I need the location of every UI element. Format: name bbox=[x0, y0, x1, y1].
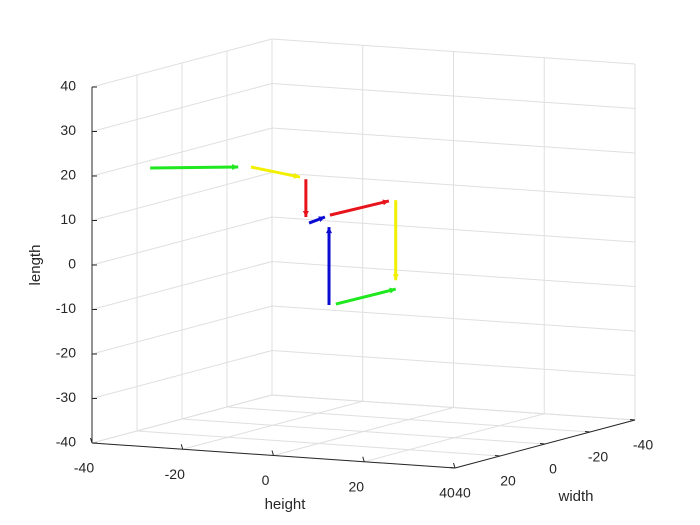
arrow bbox=[326, 227, 333, 305]
grid-line bbox=[271, 394, 636, 421]
z-tick-label: -20 bbox=[56, 345, 76, 361]
arrow-shaft bbox=[250, 165, 301, 179]
grid-line bbox=[136, 430, 501, 457]
arrow bbox=[302, 179, 309, 218]
y-tick-label: 0 bbox=[549, 461, 557, 477]
grid-line bbox=[271, 305, 636, 332]
grid-line bbox=[271, 172, 636, 198]
x-tick-label: 40 bbox=[439, 485, 455, 501]
grid-line bbox=[271, 216, 636, 243]
grid-line bbox=[271, 83, 636, 109]
arrow-head bbox=[326, 227, 333, 234]
arrow-head bbox=[318, 216, 325, 222]
x-tick bbox=[362, 456, 365, 462]
grid-line bbox=[91, 394, 273, 444]
x-tick-label: 0 bbox=[262, 472, 270, 488]
x-tick-label: 20 bbox=[348, 478, 364, 494]
grid-line bbox=[226, 406, 591, 433]
arrow bbox=[329, 199, 390, 217]
arrow-head bbox=[382, 199, 389, 206]
x-tick bbox=[453, 462, 456, 469]
y-tick bbox=[539, 443, 546, 445]
z-tick-label: 30 bbox=[60, 122, 76, 138]
arrow bbox=[392, 200, 399, 281]
grid-line bbox=[91, 350, 273, 399]
y-tick bbox=[494, 455, 501, 457]
x-tick bbox=[90, 437, 93, 444]
z-tick-label: -10 bbox=[56, 300, 76, 316]
z-tick-label: -40 bbox=[56, 434, 76, 450]
arrow bbox=[250, 165, 301, 179]
x-axis-label: height bbox=[265, 496, 307, 513]
grid-line bbox=[91, 172, 273, 221]
grid-line bbox=[91, 127, 273, 177]
arrow-head bbox=[293, 172, 300, 179]
y-axis-label: width bbox=[557, 488, 593, 505]
grid-line bbox=[91, 305, 273, 355]
grid-line bbox=[271, 261, 636, 287]
x-tick-label: -20 bbox=[165, 466, 185, 482]
x-tick bbox=[271, 450, 274, 456]
grid-line bbox=[91, 216, 273, 266]
y-tick bbox=[449, 467, 456, 469]
y-tick bbox=[584, 431, 591, 433]
z-tick-label: -30 bbox=[56, 389, 76, 405]
grid-line bbox=[271, 127, 636, 154]
grid-line bbox=[181, 418, 546, 445]
grid-line bbox=[271, 38, 636, 65]
z-tick-label: 20 bbox=[60, 167, 76, 183]
grid-line bbox=[91, 38, 273, 88]
grid-line bbox=[271, 350, 636, 376]
arrow-head bbox=[302, 211, 309, 218]
arrow-shaft bbox=[329, 199, 390, 217]
y-tick-label: 20 bbox=[500, 473, 516, 489]
y-tick bbox=[629, 419, 636, 421]
y-tick-label: 40 bbox=[455, 485, 471, 501]
grid-line bbox=[91, 83, 273, 132]
arrow-head bbox=[232, 164, 239, 171]
y-tick-label: -40 bbox=[633, 437, 653, 453]
z-tick-label: 0 bbox=[68, 256, 76, 272]
arrow bbox=[150, 164, 239, 171]
arrow bbox=[335, 287, 397, 306]
z-tick-label: 10 bbox=[60, 211, 76, 227]
y-tick-label: -20 bbox=[588, 449, 608, 465]
arrow-head bbox=[392, 274, 399, 281]
arrow-head bbox=[389, 287, 396, 294]
x-tick-label: -40 bbox=[74, 460, 94, 476]
arrow bbox=[308, 215, 326, 225]
arrow-shaft bbox=[150, 165, 239, 170]
z-tick-label: 40 bbox=[60, 78, 76, 94]
grid-line bbox=[91, 261, 273, 310]
arrow-shaft bbox=[335, 287, 397, 306]
z-axis-label: length bbox=[27, 245, 44, 286]
x-tick bbox=[180, 444, 184, 450]
